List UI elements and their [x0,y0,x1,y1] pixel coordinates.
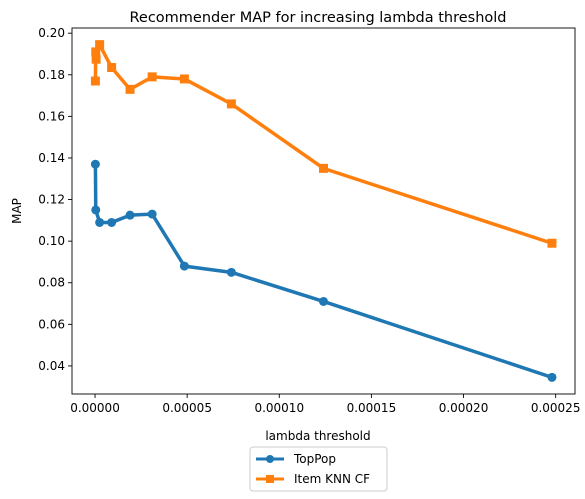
legend-box [249,446,388,492]
legend: TopPop Item KNN CF [249,446,388,492]
data-point-item-knn-cf [125,84,135,94]
data-point-item-knn-cf [226,99,236,109]
legend-label-item-knn-cf: Item KNN CF [294,472,370,486]
y-tick-label: 0.10 [38,234,65,248]
y-tick-label: 0.20 [38,26,65,40]
y-tick-label: 0.06 [38,317,65,331]
data-point-toppop [319,296,328,306]
x-axis: 0.00000 0.00005 0.00010 0.00015 0.00020 0.000… [70,394,580,415]
x-tick-label: 0.00025 [531,401,581,415]
data-point-item-knn-cf [95,40,105,50]
data-point-item-knn-cf [90,76,100,86]
data-point-toppop [95,217,105,227]
legend-label-toppop: TopPop [293,452,336,466]
x-tick-label: 0.00000 [70,401,120,415]
x-tick-label: 0.00010 [254,401,304,415]
y-tick-label: 0.04 [38,359,65,373]
data-point-toppop [547,372,557,382]
data-point-toppop [147,209,157,219]
legend-marker-item-knn-cf [266,475,274,483]
data-point-item-knn-cf [547,238,557,248]
data-point-item-knn-cf [107,63,117,73]
legend-marker-toppop [266,455,274,463]
chart-title: Recommender MAP for increasing lambda th… [129,10,506,26]
data-point-item-knn-cf [91,54,101,64]
data-point-item-knn-cf [319,163,328,173]
series-line-toppop [93,164,553,380]
x-tick-label: 0.00020 [439,401,489,415]
y-axis-label: MAP [10,198,24,224]
plot-area [71,27,576,395]
y-tick-label: 0.18 [38,68,65,82]
x-axis-label: lambda threshold [265,429,370,443]
data-point-toppop [125,210,135,220]
data-point-item-knn-cf [179,74,189,84]
y-tick-label: 0.08 [38,276,65,290]
data-point-item-knn-cf [91,47,101,57]
data-point-toppop [91,205,101,215]
x-tick-label: 0.00015 [347,401,397,415]
y-axis: 0.04 0.06 0.08 0.10 0.12 0.14 0.16 0.18 0.20 [38,26,72,373]
data-point-toppop [179,261,189,271]
x-tick-label: 0.00005 [162,401,212,415]
y-tick-label: 0.14 [38,151,65,165]
y-tick-label: 0.12 [38,193,65,207]
y-tick-label: 0.16 [38,109,65,123]
data-point-toppop [90,159,100,169]
series-layer [90,40,557,382]
data-point-item-knn-cf [147,72,157,82]
data-point-toppop [226,267,236,277]
data-point-toppop [107,217,117,227]
